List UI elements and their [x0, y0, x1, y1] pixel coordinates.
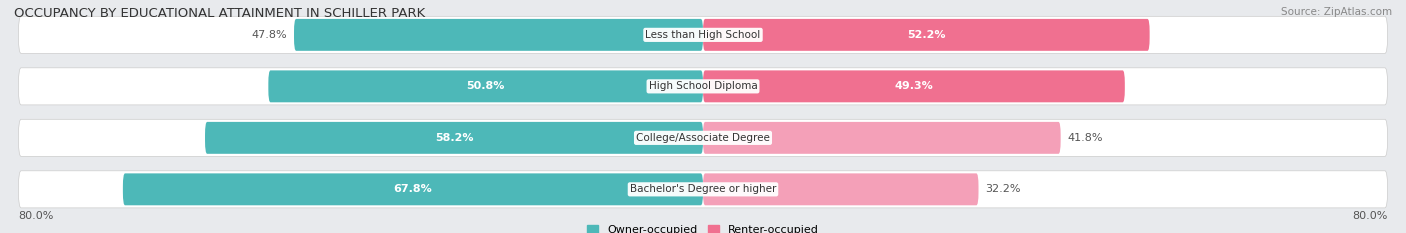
- Text: 41.8%: 41.8%: [1067, 133, 1102, 143]
- FancyBboxPatch shape: [122, 173, 703, 205]
- Text: 50.8%: 50.8%: [467, 81, 505, 91]
- Text: 80.0%: 80.0%: [18, 211, 53, 221]
- Text: 67.8%: 67.8%: [394, 184, 432, 194]
- Text: 58.2%: 58.2%: [434, 133, 474, 143]
- Legend: Owner-occupied, Renter-occupied: Owner-occupied, Renter-occupied: [586, 225, 820, 233]
- FancyBboxPatch shape: [703, 70, 1125, 102]
- FancyBboxPatch shape: [18, 16, 1388, 53]
- FancyBboxPatch shape: [269, 70, 703, 102]
- FancyBboxPatch shape: [703, 19, 1150, 51]
- FancyBboxPatch shape: [703, 173, 979, 205]
- FancyBboxPatch shape: [18, 171, 1388, 208]
- Text: 52.2%: 52.2%: [907, 30, 946, 40]
- FancyBboxPatch shape: [703, 122, 1060, 154]
- FancyBboxPatch shape: [294, 19, 703, 51]
- FancyBboxPatch shape: [18, 119, 1388, 156]
- FancyBboxPatch shape: [205, 122, 703, 154]
- Text: College/Associate Degree: College/Associate Degree: [636, 133, 770, 143]
- Text: Source: ZipAtlas.com: Source: ZipAtlas.com: [1281, 7, 1392, 17]
- Text: 80.0%: 80.0%: [1353, 211, 1388, 221]
- Text: High School Diploma: High School Diploma: [648, 81, 758, 91]
- FancyBboxPatch shape: [18, 68, 1388, 105]
- Text: 47.8%: 47.8%: [252, 30, 287, 40]
- Text: 49.3%: 49.3%: [894, 81, 934, 91]
- Text: OCCUPANCY BY EDUCATIONAL ATTAINMENT IN SCHILLER PARK: OCCUPANCY BY EDUCATIONAL ATTAINMENT IN S…: [14, 7, 425, 20]
- Text: 32.2%: 32.2%: [986, 184, 1021, 194]
- Text: Bachelor's Degree or higher: Bachelor's Degree or higher: [630, 184, 776, 194]
- Text: Less than High School: Less than High School: [645, 30, 761, 40]
